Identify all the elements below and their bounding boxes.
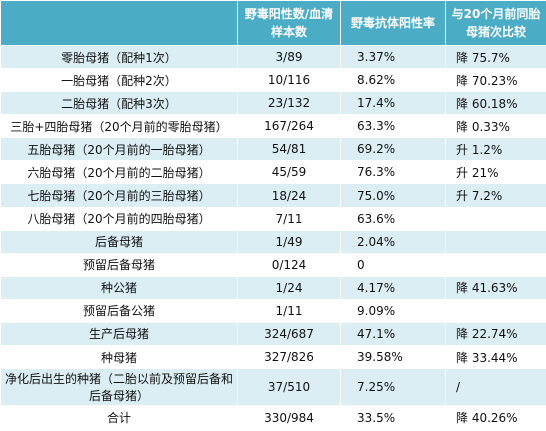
table-cell: 种公猪 — [0, 275, 238, 300]
table-cell: 降 22.74% — [445, 321, 546, 347]
table-row: 预留后备母猪 0/124 0 — [0, 252, 546, 277]
table-cell: 种母猪 — [0, 345, 238, 370]
table-cell: 升 1.2% — [445, 137, 546, 162]
table-cell: 二胎母猪（配种3次） — [0, 91, 238, 116]
table-cell: 一胎母猪（配种2次） — [0, 68, 238, 93]
table-cell: / — [445, 368, 546, 406]
table-cell: 2.04% — [340, 229, 446, 254]
table-cell: 63.6% — [340, 206, 446, 231]
table-cell: 327/826 — [237, 345, 341, 370]
table-cell: 37/510 — [237, 368, 341, 406]
table-cell: 0 — [340, 252, 446, 277]
table-cell: 升 7.2% — [445, 183, 546, 208]
table-cell: 8.62% — [340, 68, 446, 93]
table-cell: 9.09% — [340, 298, 446, 323]
table-cell: 净化后出生的种猪（二胎以前及预留后备和后备母猪） — [0, 368, 238, 406]
table-row: 合计 330/984 33.5% 降 40.26% — [0, 404, 546, 431]
table-cell: 后备母猪 — [0, 229, 238, 254]
table-cell: 八胎母猪（20个月前的四胎母猪） — [0, 206, 238, 231]
table-cell: 降 70.23% — [445, 68, 546, 93]
header-cell — [0, 0, 238, 46]
table-cell: 升 21% — [445, 160, 546, 185]
table-body: 零胎母猪（配种1次） 3/89 3.37% 降 75.7% 一胎母猪（配种2次） 10/1… — [0, 44, 546, 431]
table-row: 六胎母猪（20个月前的二胎母猪） 45/59 76.3% 升 21% — [0, 160, 546, 185]
table-row: 预留后备公猪 1/11 9.09% — [0, 298, 546, 323]
table-cell: 7.25% — [340, 368, 446, 406]
table-cell: 3.37% — [340, 44, 446, 70]
table-cell: 降 0.33% — [445, 114, 546, 139]
header-cell: 野毒抗体阳性率 — [340, 0, 446, 46]
table-row: 八胎母猪（20个月前的四胎母猪） 7/11 63.6% — [0, 206, 546, 231]
table-cell: 七胎母猪（20个月前的三胎母猪） — [0, 183, 238, 208]
header-cell: 与20个月前同胎母猪次比较 — [445, 0, 546, 46]
table-cell: 降 41.63% — [445, 275, 546, 300]
table-cell: 降 60.18% — [445, 91, 546, 116]
table-cell: 330/984 — [237, 404, 341, 431]
table-cell: 17.4% — [340, 91, 446, 116]
table-row: 七胎母猪（20个月前的三胎母猪） 18/24 75.0% 升 7.2% — [0, 183, 546, 208]
table-row: 零胎母猪（配种1次） 3/89 3.37% 降 75.7% — [0, 44, 546, 70]
table-cell: 1/11 — [237, 298, 341, 323]
table-row: 生产后母猪 324/687 47.1% 降 22.74% — [0, 321, 546, 347]
table-cell: 五胎母猪（20个月前的一胎母猪） — [0, 137, 238, 162]
table-cell: 三胎+四胎母猪（20个月前的零胎母猪） — [0, 114, 238, 139]
table-cell: 生产后母猪 — [0, 321, 238, 347]
table-cell: 47.1% — [340, 321, 446, 347]
header-row: 野毒阳性数/血清样本数 野毒抗体阳性率 与20个月前同胎母猪次比较 — [0, 0, 546, 46]
table-cell: 39.58% — [340, 345, 446, 370]
table-row: 后备母猪 1/49 2.04% — [0, 229, 546, 254]
table-cell — [445, 298, 546, 323]
table-cell: 预留后备母猪 — [0, 252, 238, 277]
table-row: 一胎母猪（配种2次） 10/116 8.62% 降 70.23% — [0, 68, 546, 93]
table-cell: 63.3% — [340, 114, 446, 139]
table-cell: 预留后备公猪 — [0, 298, 238, 323]
table-cell: 0/124 — [237, 252, 341, 277]
table-cell: 1/49 — [237, 229, 341, 254]
table-cell: 零胎母猪（配种1次） — [0, 44, 238, 70]
table-row: 种母猪 327/826 39.58% 降 33.44% — [0, 345, 546, 370]
table-cell: 75.0% — [340, 183, 446, 208]
table-row: 二胎母猪（配种3次） 23/132 17.4% 降 60.18% — [0, 91, 546, 116]
table-cell: 45/59 — [237, 160, 341, 185]
table-cell: 降 40.26% — [445, 404, 546, 431]
table-cell — [445, 229, 546, 254]
table-cell — [445, 206, 546, 231]
table-cell: 1/24 — [237, 275, 341, 300]
table-cell: 合计 — [0, 404, 238, 431]
table-cell: 167/264 — [237, 114, 341, 139]
header-cell: 野毒阳性数/血清样本数 — [237, 0, 341, 46]
table-cell: 33.5% — [340, 404, 446, 431]
table-cell: 降 33.44% — [445, 345, 546, 370]
table-cell: 10/116 — [237, 68, 341, 93]
table-cell: 降 75.7% — [445, 44, 546, 70]
table-cell: 54/81 — [237, 137, 341, 162]
table-cell: 4.17% — [340, 275, 446, 300]
table-cell: 18/24 — [237, 183, 341, 208]
table-cell: 69.2% — [340, 137, 446, 162]
table-row: 种公猪 1/24 4.17% 降 41.63% — [0, 275, 546, 300]
table-row: 三胎+四胎母猪（20个月前的零胎母猪） 167/264 63.3% 降 0.33% — [0, 114, 546, 139]
table-cell: 7/11 — [237, 206, 341, 231]
table-cell: 23/132 — [237, 91, 341, 116]
table-row: 净化后出生的种猪（二胎以前及预留后备和后备母猪） 37/510 7.25% / — [0, 368, 546, 406]
table-cell: 324/687 — [237, 321, 341, 347]
table-cell — [445, 252, 546, 277]
table-cell: 76.3% — [340, 160, 446, 185]
table-cell: 3/89 — [237, 44, 341, 70]
table-cell: 六胎母猪（20个月前的二胎母猪） — [0, 160, 238, 185]
table-row: 五胎母猪（20个月前的一胎母猪） 54/81 69.2% 升 1.2% — [0, 137, 546, 162]
